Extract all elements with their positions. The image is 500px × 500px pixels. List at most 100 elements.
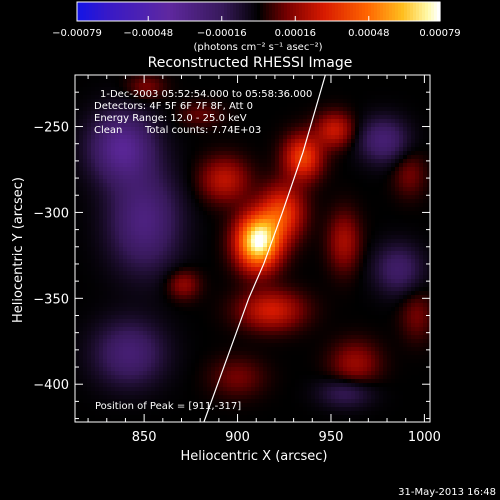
heatmap-cell: [259, 143, 264, 148]
heatmap-cell: [299, 159, 304, 164]
heatmap-cell: [419, 159, 424, 164]
heatmap-cell: [247, 251, 252, 256]
heatmap-cell: [107, 131, 112, 136]
heatmap-cell: [211, 191, 216, 196]
heatmap-cell: [231, 291, 236, 296]
heatmap-cell: [75, 119, 80, 124]
heatmap-cell: [335, 131, 340, 136]
heatmap-cell: [359, 163, 364, 168]
heatmap-cell: [167, 135, 172, 140]
heatmap-cell: [391, 271, 396, 276]
heatmap-cell: [351, 275, 356, 280]
heatmap-cell: [255, 191, 260, 196]
heatmap-cell: [187, 115, 192, 120]
heatmap-cell: [119, 223, 124, 228]
heatmap-cell: [375, 139, 380, 144]
heatmap-cell: [183, 191, 188, 196]
heatmap-cell: [375, 91, 380, 96]
heatmap-cell: [127, 87, 132, 92]
colorbar-cell: [134, 2, 138, 21]
heatmap-cell: [175, 239, 180, 244]
heatmap-cell: [223, 159, 228, 164]
heatmap-cell: [143, 283, 148, 288]
heatmap-cell: [231, 227, 236, 232]
heatmap-cell: [195, 187, 200, 192]
heatmap-cell: [287, 251, 292, 256]
heatmap-cell: [239, 103, 244, 108]
heatmap-cell: [343, 279, 348, 284]
heatmap-cell: [167, 223, 172, 228]
colorbar-cell: [350, 2, 354, 21]
heatmap-cell: [191, 223, 196, 228]
heatmap-cell: [75, 91, 80, 96]
heatmap-cell: [219, 223, 224, 228]
heatmap-cell: [319, 271, 324, 276]
heatmap-cell: [359, 159, 364, 164]
heatmap-cell: [191, 159, 196, 164]
heatmap-cell: [143, 191, 148, 196]
heatmap-cell: [307, 191, 312, 196]
heatmap-cell: [275, 259, 280, 264]
heatmap-cell: [275, 267, 280, 272]
heatmap-cell: [279, 287, 284, 292]
heatmap-cell: [319, 211, 324, 216]
heatmap-cell: [371, 123, 376, 128]
heatmap-cell: [107, 91, 112, 96]
heatmap-cell: [135, 291, 140, 296]
heatmap-cell: [247, 291, 252, 296]
heatmap-cell: [399, 171, 404, 176]
heatmap-cell: [95, 291, 100, 296]
heatmap-cell: [175, 167, 180, 172]
heatmap-cell: [415, 223, 420, 228]
heatmap-cell: [95, 187, 100, 192]
heatmap-cell: [307, 159, 312, 164]
heatmap-cell: [427, 147, 430, 152]
heatmap-cell: [279, 207, 284, 212]
heatmap-cell: [303, 147, 308, 152]
heatmap-cell: [75, 143, 80, 148]
heatmap-cell: [391, 191, 396, 196]
heatmap-cell: [247, 131, 252, 136]
heatmap-cell: [351, 283, 356, 288]
heatmap-cell: [339, 123, 344, 128]
heatmap-cell: [123, 263, 128, 268]
heatmap-cell: [403, 259, 408, 264]
heatmap-cell: [363, 159, 368, 164]
heatmap-cell: [295, 123, 300, 128]
heatmap-cell: [343, 203, 348, 208]
heatmap-cell: [95, 115, 100, 120]
heatmap-cell: [419, 151, 424, 156]
heatmap-cell: [399, 151, 404, 156]
heatmap-cell: [283, 207, 288, 212]
heatmap-cell: [271, 139, 276, 144]
heatmap-cell: [183, 223, 188, 228]
heatmap-cell: [231, 179, 236, 184]
heatmap-cell: [355, 131, 360, 136]
heatmap-cell: [375, 151, 380, 156]
heatmap-cell: [243, 167, 248, 172]
heatmap-cell: [187, 171, 192, 176]
heatmap-cell: [147, 275, 152, 280]
heatmap-cell: [151, 199, 156, 204]
heatmap-cell: [347, 119, 352, 124]
heatmap-cell: [107, 267, 112, 272]
heatmap-cell: [367, 259, 372, 264]
heatmap-cell: [275, 283, 280, 288]
heatmap-cell: [79, 219, 84, 224]
heatmap-cell: [263, 263, 268, 268]
heatmap-cell: [187, 131, 192, 136]
heatmap-cell: [219, 119, 224, 124]
heatmap-cell: [155, 199, 160, 204]
heatmap-cell: [407, 127, 412, 132]
heatmap-cell: [419, 179, 424, 184]
heatmap-cell: [231, 91, 236, 96]
heatmap-cell: [95, 247, 100, 252]
heatmap-cell: [411, 115, 416, 120]
heatmap-cell: [195, 151, 200, 156]
heatmap-cell: [299, 167, 304, 172]
heatmap-cell: [231, 207, 236, 212]
heatmap-cell: [83, 215, 88, 220]
heatmap-cell: [75, 247, 80, 252]
heatmap-cell: [83, 243, 88, 248]
heatmap-cell: [255, 251, 260, 256]
